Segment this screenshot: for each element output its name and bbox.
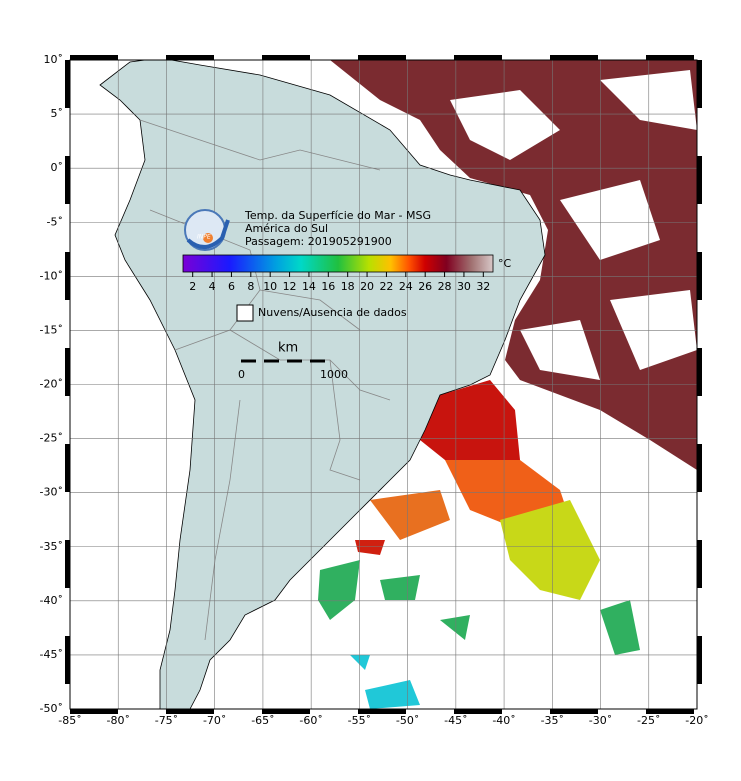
x-tick-label: -65˚ — [251, 714, 274, 727]
colorbar-tick-label: 14 — [302, 280, 316, 293]
legend-swatch — [236, 304, 254, 322]
colorbar-tick-label: 20 — [360, 280, 374, 293]
y-tick-label: -10˚ — [40, 269, 63, 282]
cloud-gaps — [450, 70, 697, 380]
pass-time: Passagem: 201905291900 — [245, 235, 392, 248]
colorbar-tick-label: 2 — [189, 280, 196, 293]
x-tick-label: -85˚ — [58, 714, 81, 727]
colorbar-tick-label: 16 — [321, 280, 335, 293]
y-tick-label: -35˚ — [40, 540, 63, 553]
colorbar-tick-label: 6 — [228, 280, 235, 293]
colorbar — [182, 254, 494, 273]
x-tick-label: -45˚ — [444, 714, 467, 727]
frame-ticks — [65, 55, 702, 714]
x-tick-label: -35˚ — [541, 714, 564, 727]
y-tick-label: -40˚ — [40, 594, 63, 607]
map-title: Temp. da Superfície do Mar - MSG — [244, 209, 431, 222]
y-tick-label: -50˚ — [40, 702, 63, 715]
legend-label: Nuvens/Ausencia de dados — [258, 306, 407, 319]
y-tick-label: -5˚ — [47, 215, 63, 228]
x-tick-label: -60˚ — [299, 714, 322, 727]
colorbar-unit: °C — [498, 257, 512, 270]
colorbar-tick-label: 32 — [476, 280, 490, 293]
y-tick-label: 10˚ — [44, 53, 64, 66]
colorbar-tick-label: 22 — [379, 280, 393, 293]
sst-green — [318, 560, 640, 655]
x-tick-label: -50˚ — [396, 714, 419, 727]
x-tick-label: -25˚ — [637, 714, 660, 727]
scale-end: 1000 — [320, 368, 348, 381]
inpe-logo: INPE — [184, 209, 230, 251]
y-tick-label: -30˚ — [40, 486, 63, 499]
map-region: América do Sul — [245, 222, 328, 235]
colorbar-tick-label: 18 — [341, 280, 355, 293]
colorbar-tick-label: 4 — [209, 280, 216, 293]
scale-start: 0 — [238, 368, 245, 381]
sst-warm-north — [330, 60, 697, 470]
x-tick-label: -20˚ — [685, 714, 708, 727]
x-tick-label: -55˚ — [348, 714, 371, 727]
colorbar-tick-label: 24 — [399, 280, 413, 293]
colorbar-tick-label: 26 — [418, 280, 432, 293]
x-tick-label: -80˚ — [106, 714, 129, 727]
colorbar-tick-label: 12 — [283, 280, 297, 293]
y-tick-label: -15˚ — [40, 323, 63, 336]
map-area — [70, 60, 697, 709]
x-tick-label: -40˚ — [492, 714, 515, 727]
y-tick-label: -20˚ — [40, 378, 63, 391]
sst-yellow — [500, 500, 600, 600]
y-tick-label: 0˚ — [51, 161, 64, 174]
x-tick-label: -75˚ — [155, 714, 178, 727]
y-tick-label: 5˚ — [51, 107, 64, 120]
y-tick-label: -25˚ — [40, 432, 63, 445]
sst-red — [420, 380, 520, 480]
colorbar-tick-label: 30 — [457, 280, 471, 293]
logo-text: INPE — [197, 234, 211, 241]
colorbar-tick-label: 28 — [438, 280, 452, 293]
y-tick-label: -45˚ — [40, 648, 63, 661]
x-tick-label: -70˚ — [203, 714, 226, 727]
colorbar-tick-label: 10 — [263, 280, 277, 293]
x-tick-label: -30˚ — [589, 714, 612, 727]
sst-orange-west — [370, 490, 450, 540]
sst-red-west — [355, 540, 385, 555]
scale-unit: km — [278, 341, 298, 356]
sst-cyan — [350, 655, 420, 709]
colorbar-tick-label: 8 — [247, 280, 254, 293]
